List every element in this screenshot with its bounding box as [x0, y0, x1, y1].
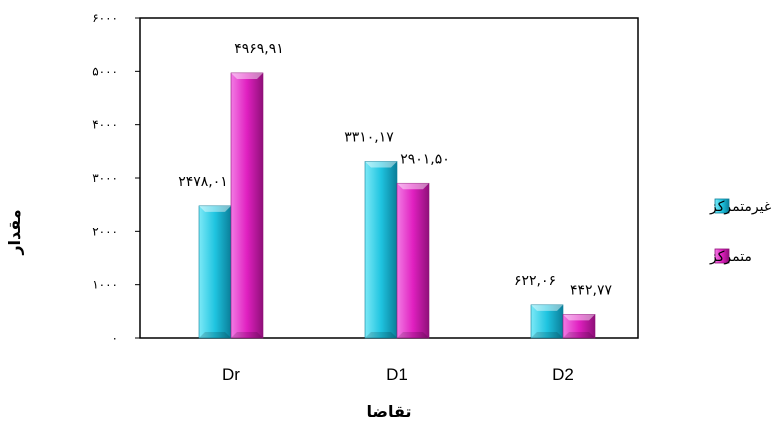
bar-bevel-bottom	[365, 332, 397, 338]
y-axis-title: مقدار	[5, 209, 24, 255]
bar-d2-series-1	[562, 314, 596, 339]
bar-bevel-top	[365, 161, 397, 168]
y-tick-label: ۲۰۰۰	[92, 224, 118, 238]
bar-bevel-top	[563, 314, 595, 321]
y-tick-label: ۵۰۰۰	[92, 64, 118, 78]
y-tick-label: ۳۰۰۰	[92, 171, 118, 185]
y-tick-label: ۴۰۰۰	[92, 118, 118, 132]
x-axis-title: تقاضا	[367, 402, 412, 421]
bar-bevel-bottom	[397, 332, 429, 338]
bar-bevel-top	[231, 72, 263, 79]
data-label: ۳۳۱۰,۱۷	[344, 129, 394, 145]
bars	[198, 72, 596, 339]
bar-dr-series-0	[198, 205, 232, 339]
bar-dr-series-1	[230, 72, 264, 339]
bar-bevel-top	[397, 183, 429, 190]
legend-label-decentralized: غیرمتمرکز	[709, 199, 771, 215]
bar-bevel-bottom	[199, 332, 231, 338]
x-tick-label: D2	[552, 365, 574, 384]
bar-bevel-bottom	[531, 332, 563, 338]
bar-bevel-bottom	[563, 332, 595, 338]
y-tick-label: ۱۰۰۰	[92, 278, 118, 292]
legend-swatch-centralized	[714, 248, 730, 264]
bar-bevel-bottom	[231, 332, 263, 338]
data-label: ۴۹۶۹,۹۱	[234, 41, 284, 57]
data-label: ۶۲۲,۰۶	[514, 273, 556, 289]
legend: غیرمتمرکز متمرکز	[709, 198, 771, 265]
y-tick-label: ۰	[112, 331, 118, 345]
y-tick-label: ۶۰۰۰	[92, 11, 118, 25]
y-axis-ticks: ۰ ۱۰۰۰ ۲۰۰۰ ۳۰۰۰ ۴۰۰۰ ۵۰۰۰ ۶۰۰۰	[92, 11, 140, 345]
legend-swatch-decentralized	[714, 198, 730, 214]
bar-d1-series-1	[396, 182, 430, 339]
x-tick-label: Dr	[222, 365, 240, 384]
data-label: ۴۴۲,۷۷	[570, 282, 613, 298]
legend-label-centralized: متمرکز	[709, 249, 752, 265]
bar-bevel-top	[199, 205, 231, 212]
bar-d2-series-0	[530, 304, 564, 339]
x-tick-label: D1	[386, 365, 408, 384]
data-labels: ۲۴۷۸,۰۱ ۴۹۶۹,۹۱ ۳۳۱۰,۱۷ ۲۹۰۱,۵۰ ۶۲۲,۰۶ ۴۴۲,۷۷	[178, 41, 612, 298]
bar-bevel-top	[531, 304, 563, 311]
data-label: ۲۹۰۱,۵۰	[400, 151, 450, 167]
data-label: ۲۴۷۸,۰۱	[178, 174, 228, 190]
x-axis-ticks: Dr D1 D2	[222, 365, 574, 384]
bar-d1-series-0	[364, 161, 398, 339]
